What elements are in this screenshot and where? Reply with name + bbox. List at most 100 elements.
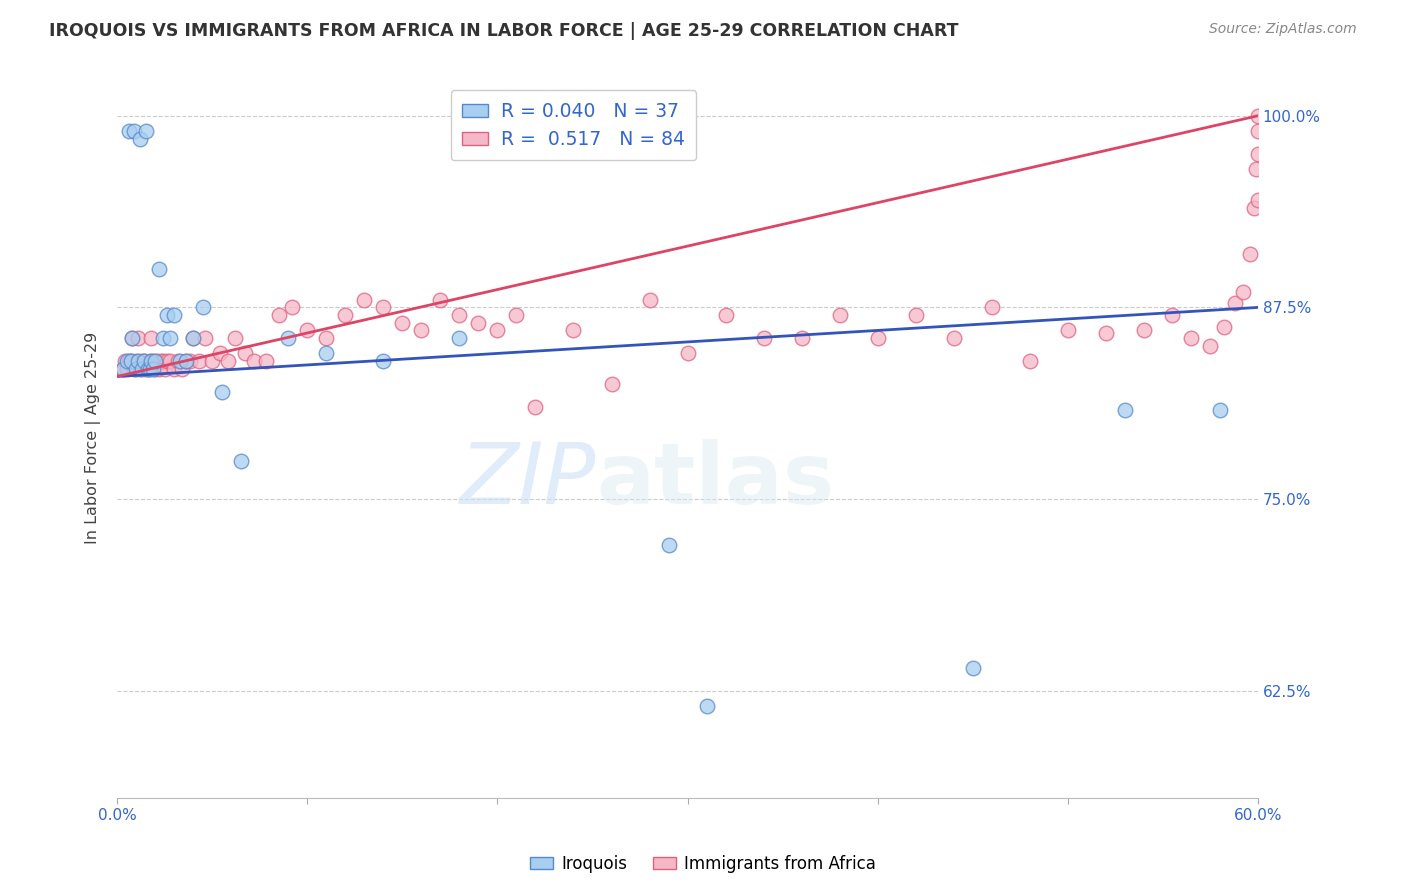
- Point: [150, 354, 173, 368]
- Point: [135, 361, 157, 376]
- Point: [121, 331, 143, 345]
- Point: [115, 361, 138, 376]
- Point: [131, 354, 153, 368]
- Point: [353, 293, 375, 307]
- Point: [194, 331, 217, 345]
- Point: [156, 308, 179, 322]
- Point: [449, 331, 471, 345]
- Y-axis label: In Labor Force | Age 25-29: In Labor Force | Age 25-29: [86, 332, 101, 544]
- Point: [188, 354, 211, 368]
- Point: [1232, 285, 1254, 299]
- Point: [1199, 339, 1222, 353]
- Point: [163, 308, 186, 322]
- Point: [562, 323, 585, 337]
- Point: [131, 361, 153, 376]
- Point: [148, 361, 170, 376]
- Point: [111, 361, 134, 376]
- Point: [132, 354, 155, 368]
- Point: [277, 331, 299, 345]
- Point: [281, 301, 304, 315]
- Point: [136, 361, 159, 376]
- Point: [191, 301, 214, 315]
- Point: [121, 331, 143, 345]
- Point: [136, 361, 159, 376]
- Point: [297, 323, 319, 337]
- Point: [233, 346, 256, 360]
- Text: IROQUOIS VS IMMIGRANTS FROM AFRICA IN LABOR FORCE | AGE 25-29 CORRELATION CHART: IROQUOIS VS IMMIGRANTS FROM AFRICA IN LA…: [49, 22, 959, 40]
- Point: [169, 354, 191, 368]
- Point: [828, 308, 851, 322]
- Point: [159, 354, 181, 368]
- Point: [904, 308, 927, 322]
- Point: [449, 308, 471, 322]
- Point: [120, 354, 142, 368]
- Legend: Iroquois, Immigrants from Africa: Iroquois, Immigrants from Africa: [523, 848, 883, 880]
- Point: [315, 346, 337, 360]
- Point: [208, 346, 231, 360]
- Point: [163, 361, 186, 376]
- Point: [129, 361, 152, 376]
- Point: [714, 308, 737, 322]
- Point: [118, 354, 141, 368]
- Point: [124, 124, 146, 138]
- Point: [1018, 354, 1040, 368]
- Point: [505, 308, 527, 322]
- Point: [224, 331, 246, 345]
- Point: [211, 384, 233, 399]
- Point: [138, 354, 160, 368]
- Point: [1094, 326, 1116, 341]
- Point: [141, 331, 163, 345]
- Point: [138, 361, 160, 376]
- Point: [1247, 109, 1270, 123]
- Point: [142, 354, 165, 368]
- Point: [114, 354, 136, 368]
- Point: [866, 331, 889, 345]
- Point: [373, 301, 395, 315]
- Point: [267, 308, 290, 322]
- Point: [156, 354, 179, 368]
- Point: [111, 361, 134, 376]
- Point: [115, 354, 138, 368]
- Point: [1247, 147, 1270, 161]
- Point: [1209, 403, 1232, 417]
- Point: [1247, 193, 1270, 207]
- Point: [600, 377, 623, 392]
- Point: [135, 124, 157, 138]
- Point: [148, 262, 170, 277]
- Point: [254, 354, 277, 368]
- Point: [174, 354, 197, 368]
- Point: [980, 301, 1002, 315]
- Point: [229, 454, 252, 468]
- Point: [411, 323, 433, 337]
- Point: [429, 293, 451, 307]
- Point: [638, 293, 661, 307]
- Point: [524, 400, 547, 414]
- Point: [315, 331, 337, 345]
- Point: [146, 354, 169, 368]
- Point: [486, 323, 509, 337]
- Point: [1223, 295, 1246, 310]
- Point: [1133, 323, 1156, 337]
- Point: [790, 331, 813, 345]
- Legend: R = 0.040   N = 37, R =  0.517   N = 84: R = 0.040 N = 37, R = 0.517 N = 84: [450, 90, 696, 161]
- Point: [179, 354, 201, 368]
- Point: [143, 361, 166, 376]
- Point: [1161, 308, 1184, 322]
- Point: [243, 354, 266, 368]
- Point: [391, 316, 413, 330]
- Point: [153, 361, 176, 376]
- Point: [467, 316, 489, 330]
- Point: [125, 354, 148, 368]
- Point: [1243, 201, 1265, 215]
- Point: [373, 354, 395, 368]
- Point: [696, 699, 718, 714]
- Point: [120, 354, 142, 368]
- Point: [167, 354, 190, 368]
- Point: [127, 331, 149, 345]
- Point: [752, 331, 775, 345]
- Point: [181, 331, 204, 345]
- Point: [132, 354, 155, 368]
- Point: [1180, 331, 1202, 345]
- Point: [143, 354, 166, 368]
- Point: [118, 124, 141, 138]
